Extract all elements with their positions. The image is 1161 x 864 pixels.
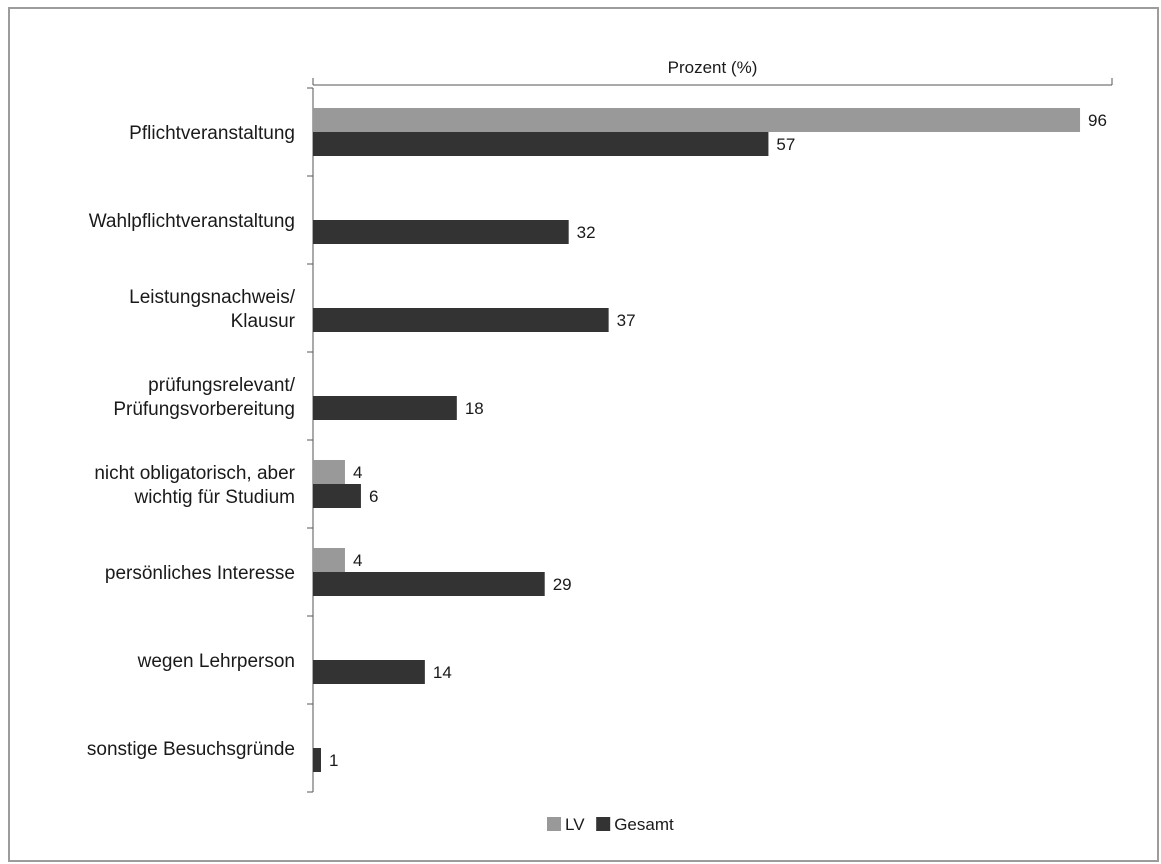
legend-swatch-gesamt	[596, 817, 611, 831]
data-label: 1	[329, 751, 338, 770]
data-label: 32	[577, 223, 596, 242]
bar-gesamt	[313, 132, 769, 156]
bar-gesamt	[313, 396, 457, 420]
bar-gesamt	[313, 660, 425, 684]
bar-gesamt	[313, 748, 321, 772]
bar-gesamt	[313, 484, 361, 508]
legend-entry-lv: LV	[565, 815, 585, 834]
category-label: wegen Lehrperson	[137, 651, 295, 672]
bar-lv	[313, 108, 1081, 132]
category-label: sonstige Besuchsgründe	[87, 739, 295, 760]
data-label: 4	[353, 551, 362, 570]
category-label: wichtig für Studium	[133, 487, 295, 508]
bar-gesamt	[313, 572, 545, 596]
legend-entry-gesamt: Gesamt	[614, 815, 674, 834]
category-label: Klausur	[231, 311, 296, 332]
data-label: 6	[369, 487, 378, 506]
category-label: Prüfungsvorbereitung	[113, 399, 295, 420]
data-label: 29	[553, 575, 572, 594]
bar-gesamt	[313, 308, 609, 332]
bar-gesamt	[313, 220, 569, 244]
category-label: nicht obligatorisch, aber	[94, 463, 295, 484]
category-label: Leistungsnachweis/	[129, 287, 296, 308]
category-label: prüfungsrelevant/	[148, 375, 296, 396]
data-label: 18	[465, 399, 484, 418]
bar-lv	[313, 548, 345, 572]
data-label: 4	[353, 463, 362, 482]
category-label: Pflichtveranstaltung	[129, 123, 295, 144]
legend-swatch-lv	[547, 817, 561, 831]
data-label: 14	[433, 663, 452, 682]
data-label: 96	[1088, 111, 1107, 130]
bar-lv	[313, 460, 345, 484]
axis-title: Prozent (%)	[668, 58, 758, 77]
data-label: 57	[776, 135, 795, 154]
category-label: Wahlpflichtveranstaltung	[89, 211, 295, 232]
category-label: persönliches Interesse	[105, 563, 295, 584]
data-label: 37	[617, 311, 636, 330]
